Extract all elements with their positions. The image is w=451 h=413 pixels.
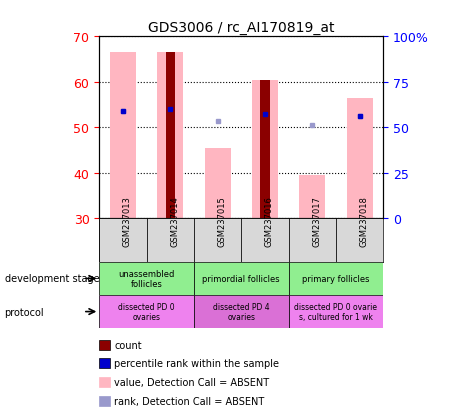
Bar (157, 53, 183, 219)
Bar (260, 81, 270, 219)
Text: development stage: development stage (5, 274, 99, 284)
Bar (336, 219, 383, 262)
Text: GSM237017: GSM237017 (312, 196, 321, 247)
Text: rank, Detection Call = ABSENT: rank, Detection Call = ABSENT (114, 396, 264, 406)
Text: GSM237013: GSM237013 (123, 196, 132, 247)
Text: primary follicles: primary follicles (302, 274, 370, 283)
Bar (110, 53, 136, 219)
Text: unassembled
follicles: unassembled follicles (118, 269, 175, 288)
Bar (347, 99, 373, 219)
Bar (194, 262, 289, 295)
Text: GSM237014: GSM237014 (170, 196, 179, 247)
Bar (289, 219, 336, 262)
Bar (166, 53, 175, 219)
Title: GDS3006 / rc_AI170819_at: GDS3006 / rc_AI170819_at (148, 21, 335, 35)
Bar (252, 81, 278, 219)
Bar (299, 176, 325, 219)
Bar (99, 262, 194, 295)
Text: dissected PD 0
ovaries: dissected PD 0 ovaries (118, 302, 175, 321)
Bar (241, 219, 289, 262)
Bar (194, 219, 241, 262)
Text: protocol: protocol (5, 307, 44, 317)
Text: dissected PD 4
ovaries: dissected PD 4 ovaries (213, 302, 270, 321)
Text: GSM237018: GSM237018 (359, 196, 368, 247)
Bar (99, 219, 147, 262)
Text: GSM237015: GSM237015 (217, 196, 226, 247)
Bar (194, 295, 289, 328)
Bar (205, 149, 230, 219)
Text: primordial follicles: primordial follicles (202, 274, 280, 283)
Text: percentile rank within the sample: percentile rank within the sample (114, 358, 279, 368)
Text: count: count (114, 340, 142, 350)
Bar (289, 262, 383, 295)
Text: dissected PD 0 ovarie
s, cultured for 1 wk: dissected PD 0 ovarie s, cultured for 1 … (295, 302, 377, 321)
Bar (99, 295, 194, 328)
Bar (289, 295, 383, 328)
Bar (147, 219, 194, 262)
Text: value, Detection Call = ABSENT: value, Detection Call = ABSENT (114, 377, 269, 387)
Text: GSM237016: GSM237016 (265, 196, 274, 247)
